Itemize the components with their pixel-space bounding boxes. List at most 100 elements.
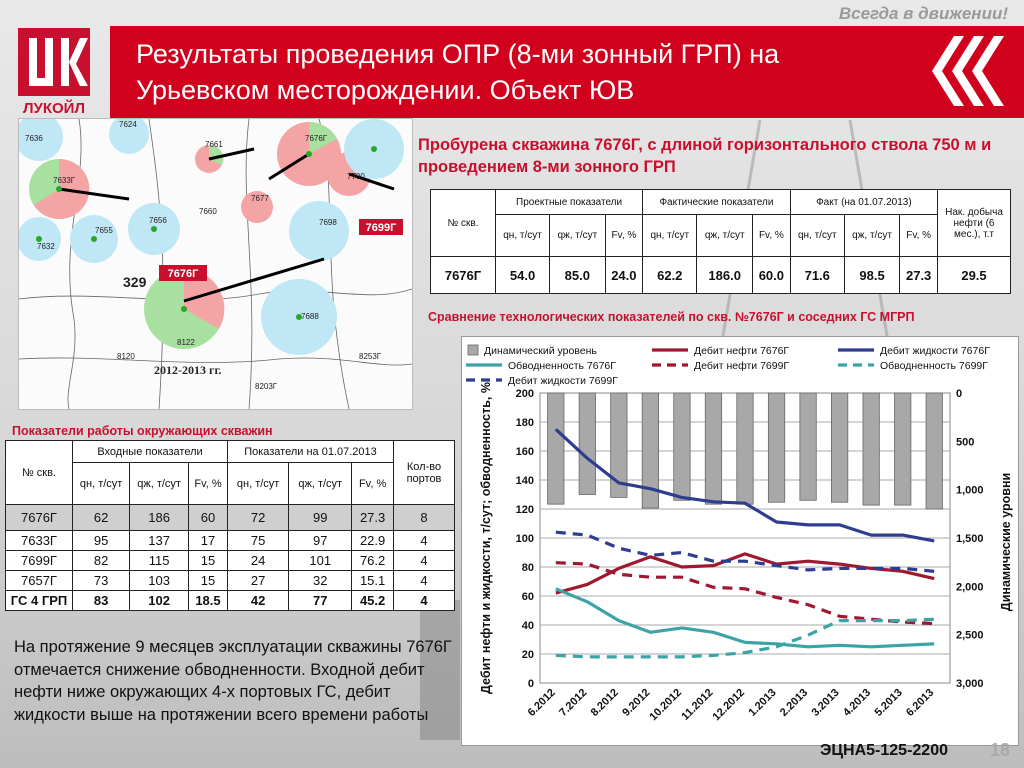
table-row: 7676Г 54.0 85.0 24.0 62.2 186.0 60.0 71.… <box>430 256 1011 294</box>
table-cell: 18.5 <box>188 590 228 611</box>
sub-header: qн, т/сут <box>494 214 551 257</box>
lukoil-logo-mark <box>18 28 90 96</box>
table-cell: 32 <box>288 570 353 591</box>
table-cell: 24 <box>226 550 290 571</box>
table-cell: 27 <box>226 570 290 591</box>
map-well-label: 7660 <box>199 207 217 216</box>
table-cell: 95 <box>71 530 131 551</box>
x-tick-label: 5.2013 <box>873 687 905 719</box>
x-tick-label: 10.2012 <box>647 687 684 724</box>
map-well-label: 8122 <box>177 338 195 347</box>
group-header: Входные показатели <box>72 440 228 463</box>
table-row: ГС 4 ГРП 83 102 18.5 42 77 45.2 4 <box>5 590 455 611</box>
chart-heading: Сравнение технологических показателей по… <box>428 310 915 324</box>
sub-header: qж, т/сут <box>549 214 606 257</box>
table-cell: 29.5 <box>937 256 1011 294</box>
legend-label: Обводненность 7676Г <box>508 360 616 372</box>
map-well-label: 7655 <box>95 226 113 235</box>
well-map-drawing: 7624 7636 7661 7676Г 7700 7660 7677 7656… <box>15 113 413 410</box>
x-tick-label: 1.2013 <box>746 687 778 719</box>
map-highlight-badge <box>159 265 207 281</box>
bar-dynamic-level <box>894 392 912 506</box>
map-well-label: 7624 <box>119 120 137 129</box>
map-well-label: 7656 <box>149 216 167 225</box>
group-header: Фактические показатели <box>642 189 791 215</box>
table-cell: ГС 4 ГРП <box>5 590 73 611</box>
table-cell: 45.2 <box>351 590 394 611</box>
table-cell: 115 <box>129 550 190 571</box>
y-tick-label: 120 <box>516 504 534 516</box>
y-tick-label: 140 <box>516 475 534 487</box>
table-cell: 72 <box>226 504 290 531</box>
bar-dynamic-level <box>641 392 659 509</box>
y2-tick-label: 1,500 <box>956 533 984 545</box>
map-well-label: 8253Г <box>359 352 382 361</box>
summary-note: На протяжение 9 месяцев эксплуатации скв… <box>14 638 452 724</box>
table-cell: 15 <box>188 570 228 591</box>
map-well-label: 8120 <box>117 352 135 361</box>
table-cell: 4 <box>393 590 455 611</box>
bar-dynamic-level <box>799 392 817 501</box>
table-cell: 7676Г <box>430 256 496 294</box>
company-motto: Всегда в движении! <box>838 4 1008 23</box>
legend-label: Дебит нефти 7676Г <box>694 345 789 357</box>
x-tick-label: 6.2013 <box>904 687 936 719</box>
table-cell: 17 <box>188 530 228 551</box>
sub-header: qн, т/сут <box>789 214 845 257</box>
x-tick-label: 12.2012 <box>711 687 748 724</box>
map-well-label: 7677 <box>251 194 269 203</box>
table-cell: 83 <box>71 590 131 611</box>
legend-label: Обводненность 7699Г <box>880 360 988 372</box>
comparison-chart: 0 20 40 60 80 100 120 140 160 180 200 0 500 1,000 1,50… <box>461 336 1019 746</box>
table-cell: 186.0 <box>696 256 754 294</box>
table-cell: 4 <box>393 570 455 591</box>
legend-swatch <box>467 344 479 356</box>
col-well: № скв. <box>430 189 496 257</box>
y-tick-label: 60 <box>522 591 534 603</box>
map-highlight-label: 7676Г <box>168 268 199 280</box>
y2-tick-label: 2,000 <box>956 581 984 593</box>
map-well-label: 7676Г <box>305 134 328 143</box>
map-well-label: 7698 <box>319 218 337 227</box>
logo-wordmark: ЛУКОЙЛ <box>23 100 85 117</box>
table-cell: 97 <box>288 530 353 551</box>
map-well-label: 7688 <box>301 312 319 321</box>
table-row: 7676Г 62 186 60 72 99 27.3 8 <box>5 504 455 531</box>
legend-label: Дебит жидкости 7699Г <box>508 375 618 387</box>
bar-dynamic-level <box>831 392 849 503</box>
table-cell: 62 <box>71 504 131 531</box>
series-line-6 <box>555 530 935 573</box>
y2-tick-label: 0 <box>956 388 962 400</box>
x-tick-label: 3.2013 <box>809 687 841 719</box>
bar-dynamic-level <box>673 392 691 501</box>
x-tick-label: 8.2012 <box>589 687 621 719</box>
map-well-label: 7632 <box>37 242 55 251</box>
bar-dynamic-level <box>925 392 943 510</box>
sub-header: qж, т/сут <box>129 462 190 505</box>
table-cell: 75 <box>226 530 290 551</box>
map-years: 2012-2013 гг. <box>154 363 222 377</box>
table-cell: 62.2 <box>642 256 698 294</box>
neighbor-wells-table: № скв. Входные показатели Показатели на … <box>5 440 455 611</box>
table-cell: 77 <box>288 590 353 611</box>
map-well-label: 7700 <box>347 172 365 181</box>
sub-header: qж, т/сут <box>288 462 353 505</box>
col-cum-production: Нак. добыча нефти (6 мес.), т.т <box>937 189 1011 257</box>
table-cell: 15.1 <box>351 570 394 591</box>
table-cell: 103 <box>129 570 190 591</box>
bar-dynamic-level <box>767 392 786 503</box>
legend-label: Дебит жидкости 7676Г <box>880 345 990 357</box>
well-map: 7624 7636 7661 7676Г 7700 7660 7677 7656… <box>15 113 413 410</box>
table-cell: 7699Г <box>5 550 73 571</box>
series-line-5 <box>555 617 935 659</box>
sub-header: Fv, % <box>899 214 938 257</box>
table-cell: 7633Г <box>5 530 73 551</box>
table-cell: 42 <box>226 590 290 611</box>
x-tick-label: 2.2013 <box>778 687 810 719</box>
sub-header: Fv, % <box>752 214 791 257</box>
header-band <box>110 26 1024 118</box>
table-row: 7633Г 95 137 17 75 97 22.9 4 <box>5 530 455 551</box>
table-cell: 7676Г <box>5 504 73 531</box>
lukoil-logo: ЛУКОЙЛ <box>12 26 96 120</box>
y-axis-title: Дебит нефти и жидкости, т/сут; обводненн… <box>479 382 493 694</box>
